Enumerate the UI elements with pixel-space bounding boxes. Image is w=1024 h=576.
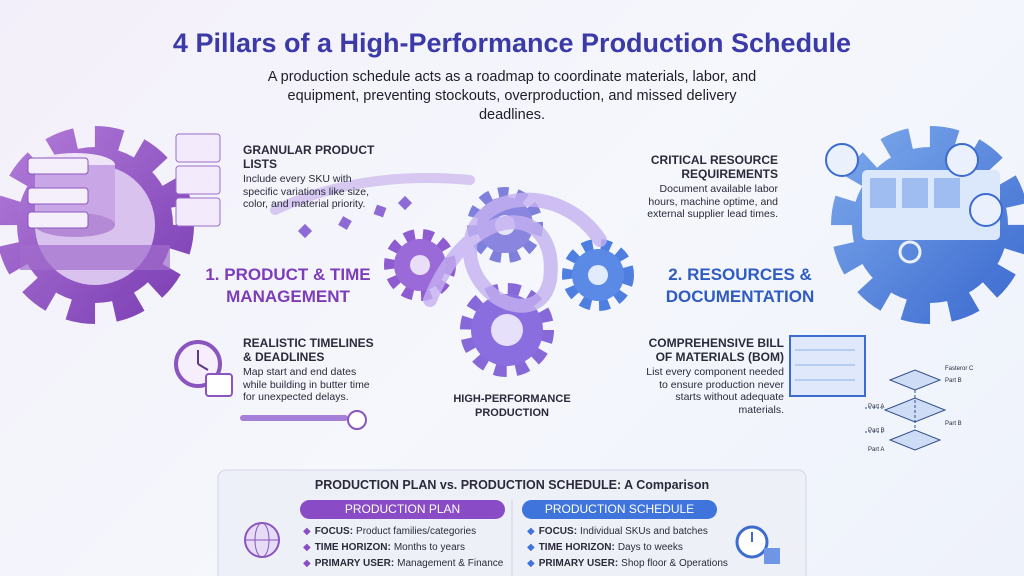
pillar-text: Include every SKU with specific variatio… xyxy=(243,173,370,210)
bullet: ◆ xyxy=(527,542,535,553)
section-heading: 2. RESOURCES & DOCUMENTATION xyxy=(665,265,815,306)
stopwatch-icon xyxy=(735,525,780,564)
left-gear xyxy=(0,126,221,324)
bullet: ◆ xyxy=(303,526,311,537)
comparison-row: ◆ PRIMARY USER: Management & Finance xyxy=(303,556,503,572)
pillar-text: Document available labor hours, machine … xyxy=(647,183,778,220)
bullet: ◆ xyxy=(527,558,535,569)
column-header: PRODUCTION SCHEDULE xyxy=(522,500,717,519)
title: 4 Pillars of a High-Performance Producti… xyxy=(172,28,852,58)
row-text: Shop floor & Operations xyxy=(621,558,728,569)
bom-label: Part A xyxy=(868,404,885,410)
row-label: PRIMARY USER: xyxy=(314,558,395,569)
row-text: Days to weeks xyxy=(617,542,683,553)
pillar-title: REALISTIC TIMELINES & DEADLINES xyxy=(243,336,374,364)
bullet: ◆ xyxy=(303,542,311,553)
row-text: Months to years xyxy=(393,542,465,553)
bullet: ◆ xyxy=(303,558,311,569)
row-text: Product families/categories xyxy=(356,526,477,537)
bom-diagram xyxy=(865,369,947,451)
center-gears xyxy=(384,187,634,377)
row-label: TIME HORIZON: xyxy=(538,542,615,553)
row-label: FOCUS: xyxy=(538,526,578,537)
bom-label: Part A xyxy=(868,447,885,453)
pillar: CRITICAL RESOURCE REQUIREMENTS Document … xyxy=(640,153,778,221)
comparison-row: ◆ TIME HORIZON: Months to years xyxy=(303,540,465,556)
center-label: HIGH-PERFORMANCE PRODUCTION xyxy=(453,393,571,419)
comparison-row: ◆ PRIMARY USER: Shop floor & Operations xyxy=(527,556,728,572)
pillar-text: Map start and end dates while building i… xyxy=(243,366,370,403)
section-heading: 1. PRODUCT & TIME MANAGEMENT xyxy=(205,265,371,306)
column-header: PRODUCTION PLAN xyxy=(300,500,505,519)
row-label: TIME HORIZON: xyxy=(314,542,391,553)
clock-icon xyxy=(174,340,233,397)
comparison-row: ◆ TIME HORIZON: Days to weeks xyxy=(527,540,683,556)
bom-label: Part B xyxy=(945,378,962,384)
bullet: ◆ xyxy=(527,526,535,537)
pillar: REALISTIC TIMELINES & DEADLINES Map star… xyxy=(243,336,378,404)
subtitle: A production schedule acts as a roadmap … xyxy=(267,69,757,123)
comparison-title: PRODUCTION PLAN vs. PRODUCTION SCHEDULE:… xyxy=(314,478,710,492)
bom-label: Part B xyxy=(868,428,885,434)
pillar-title: CRITICAL RESOURCE REQUIREMENTS xyxy=(650,153,778,181)
comparison-row: ◆ FOCUS: Individual SKUs and batches xyxy=(527,524,708,540)
comparison-row: ◆ FOCUS: Product families/categories xyxy=(303,524,476,540)
blueprint-icon xyxy=(789,335,866,397)
row-text: Management & Finance xyxy=(397,558,504,569)
pillar-text: List every component needed to ensure pr… xyxy=(646,366,784,416)
right-gear xyxy=(825,126,1024,324)
row-label: FOCUS: xyxy=(314,526,354,537)
pillar-title: GRANULAR PRODUCT LISTS xyxy=(243,143,375,171)
bom-label: Part B xyxy=(945,421,962,427)
pillar-title: COMPREHENSIVE BILL OF MATERIALS (BOM) xyxy=(648,336,784,364)
row-label: PRIMARY USER: xyxy=(538,558,619,569)
globe-icon xyxy=(244,522,280,558)
row-text: Individual SKUs and batches xyxy=(580,526,708,537)
pillar: GRANULAR PRODUCT LISTS Include every SKU… xyxy=(243,143,378,211)
bom-label: Fasteror C xyxy=(945,366,974,372)
pillar: COMPREHENSIVE BILL OF MATERIALS (BOM) Li… xyxy=(636,336,784,416)
